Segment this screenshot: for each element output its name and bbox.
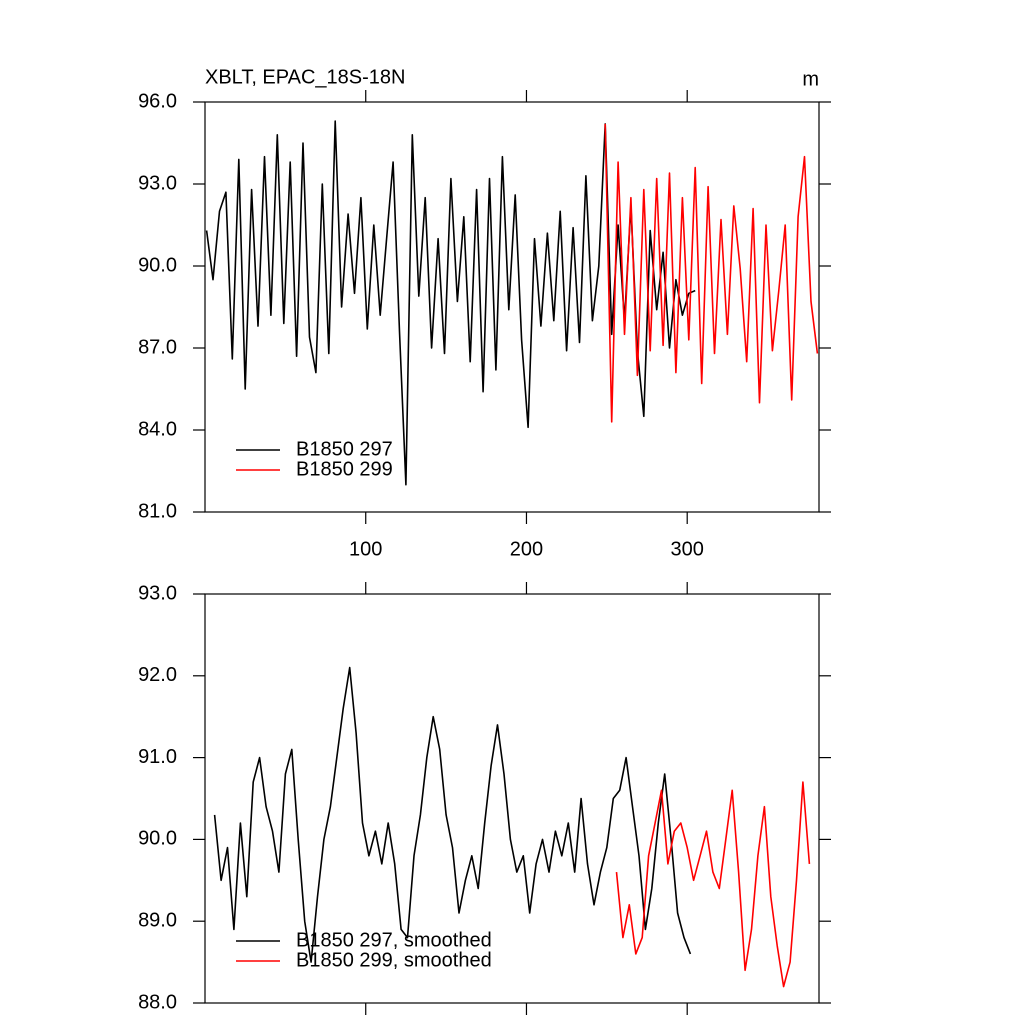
plot-frame: [204, 593, 820, 1004]
y-tick-label: 81.0: [138, 500, 177, 522]
y-tick-label: 93.0: [138, 582, 177, 604]
x-tick-label: 100: [349, 538, 382, 560]
y-tick-label: 89.0: [138, 909, 177, 931]
legend-label: B1850 297, smoothed: [296, 929, 492, 951]
y-tick-label: 90.0: [138, 254, 177, 276]
y-tick-label: 92.0: [138, 664, 177, 686]
y-tick-label: 91.0: [138, 746, 177, 768]
legend-label: B1850 299, smoothed: [296, 949, 492, 971]
legend-label: B1850 299: [296, 458, 393, 480]
y-tick-label: 96.0: [138, 90, 177, 112]
series-line: [213, 666, 692, 963]
y-tick-label: 88.0: [138, 991, 177, 1013]
x-tick-label: 200: [510, 538, 543, 560]
x-tick-label: 300: [671, 538, 704, 560]
legend-label: B1850 297: [296, 438, 393, 460]
series-line: [615, 781, 811, 988]
chart-title: XBLT, EPAC_18S-18N: [205, 66, 405, 88]
y-tick-label: 93.0: [138, 172, 177, 194]
y-tick-label: 90.0: [138, 828, 177, 850]
y-tick-label: 87.0: [138, 336, 177, 358]
series-line: [205, 120, 696, 486]
y-tick-label: 84.0: [138, 418, 177, 440]
series-line: [604, 123, 819, 423]
units-label: m: [802, 68, 819, 90]
plot-frame: [204, 101, 820, 513]
